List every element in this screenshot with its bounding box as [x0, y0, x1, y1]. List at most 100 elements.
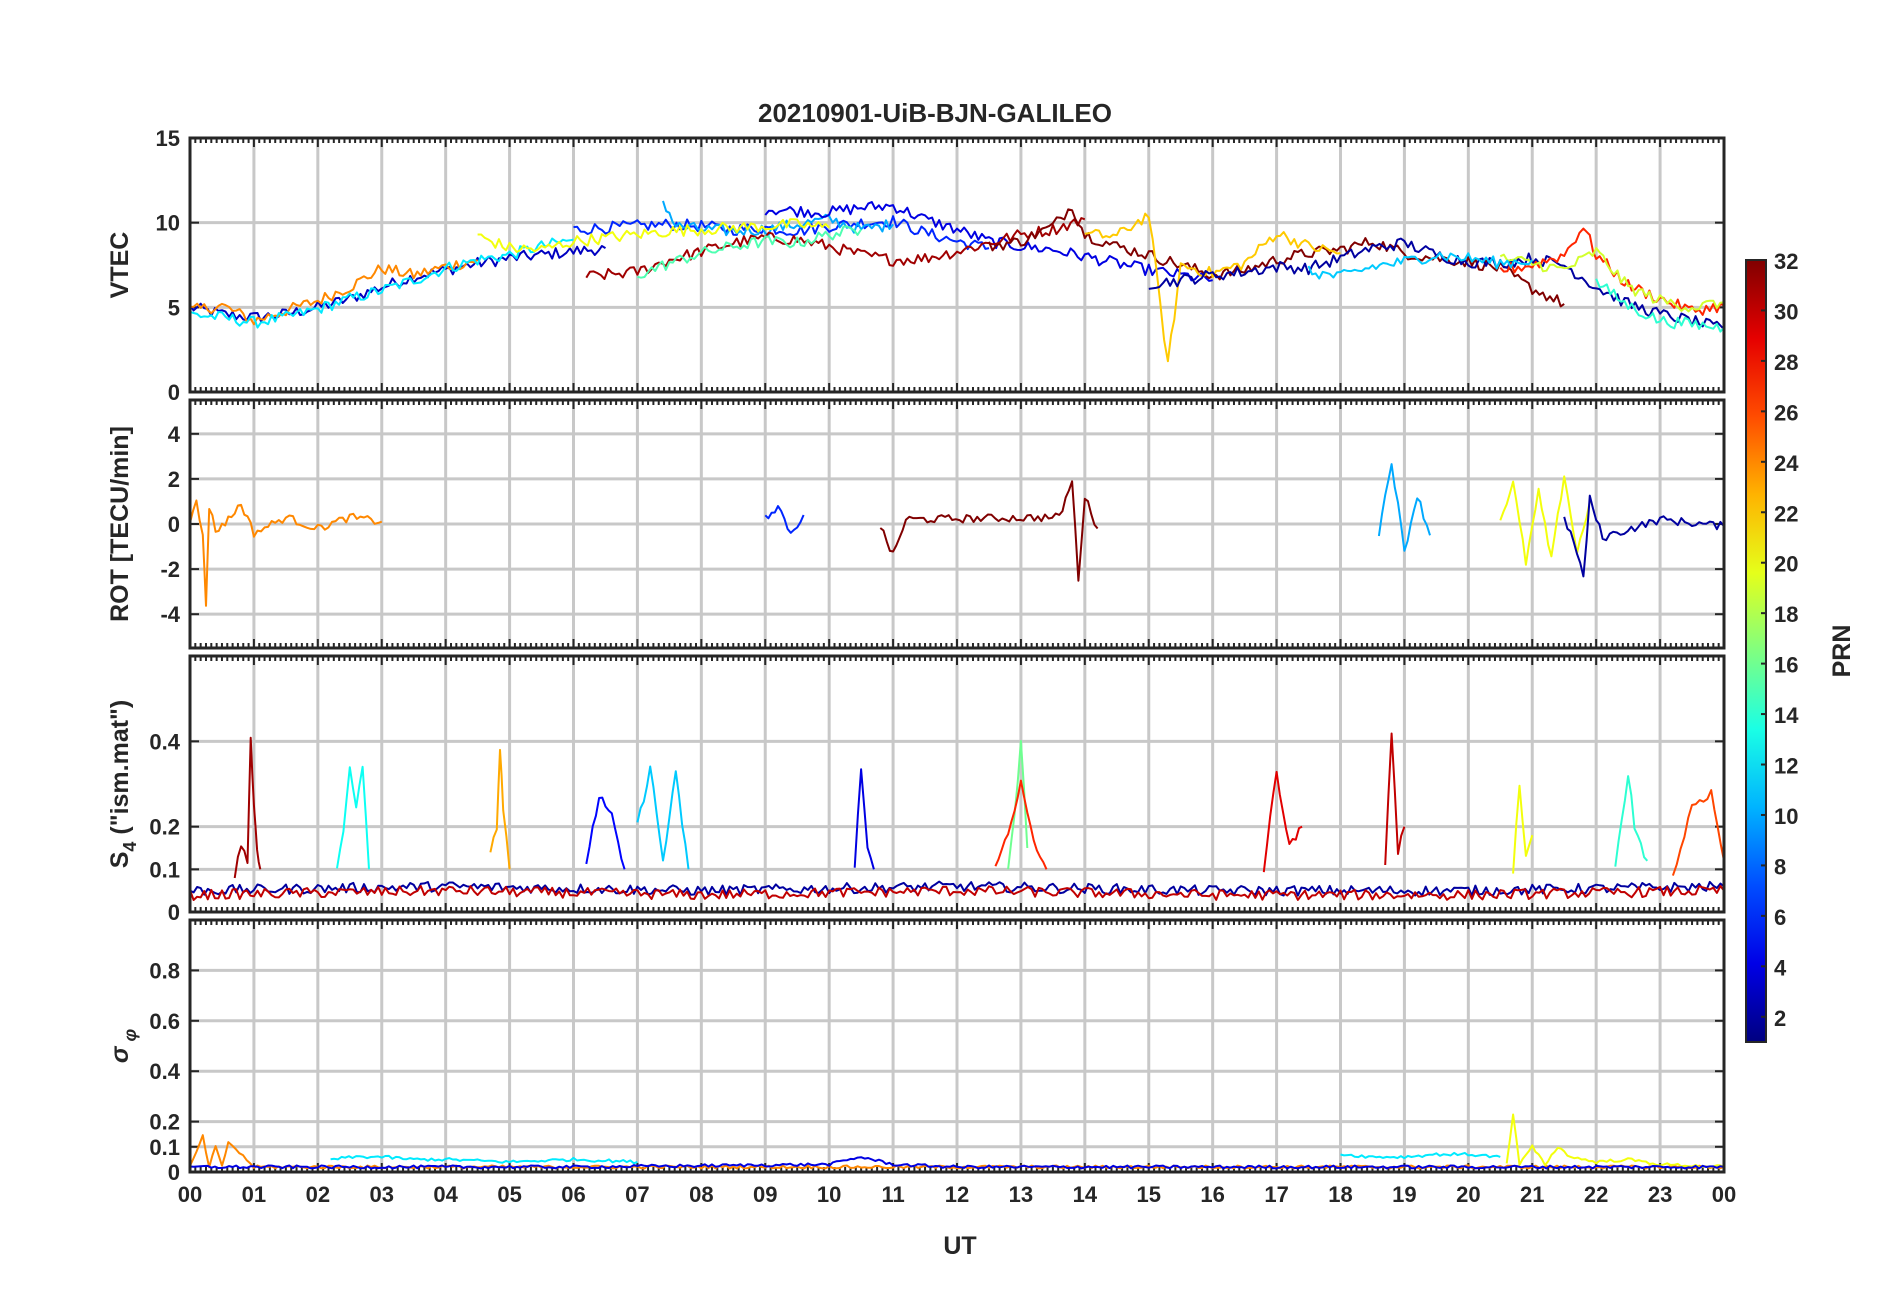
colorbar-tick-label: 2: [1774, 1006, 1786, 1031]
x-tick-label: 03: [370, 1182, 394, 1207]
colorbar-tick-label: 28: [1774, 350, 1798, 375]
series-prn-11: [1307, 251, 1534, 280]
series-prn-29: [1262, 770, 1303, 873]
series-prn-12: [1340, 1151, 1501, 1160]
series-prn-4: [764, 201, 1213, 282]
panel-frame: [188, 136, 1726, 394]
colorbar-tick-label: 16: [1774, 653, 1798, 678]
series-prn-4: [853, 768, 875, 870]
colorbar-tick-label: 14: [1774, 703, 1799, 728]
y-tick-label: 0.4: [149, 729, 180, 754]
series-prn-27: [994, 779, 1048, 870]
x-tick-label: 08: [689, 1182, 713, 1207]
series-prn-11: [636, 765, 690, 870]
panel-rot: -4 -2 0 2 4 ROT [TECU/min]: [106, 398, 1726, 650]
x-tick-label: 16: [1200, 1182, 1224, 1207]
series-prn-20: [1505, 1113, 1724, 1169]
y-tick-label: 15: [156, 126, 180, 151]
x-tick-label: 01: [242, 1182, 266, 1207]
series-group: [190, 1113, 1724, 1170]
x-tick-label: 06: [561, 1182, 585, 1207]
panel-s4: 0 0.1 0.2 0.4 S4 ("ism.mat"): [106, 654, 1726, 925]
x-tick-label: 14: [1073, 1182, 1098, 1207]
y-tick-label: 0.6: [149, 1009, 180, 1034]
series-prn-20: [1499, 475, 1591, 566]
y-tick-label: -4: [160, 602, 180, 627]
chart-title: 20210901-UiB-BJN-GALILEO: [758, 98, 1112, 128]
x-tick-label: 00: [1712, 1182, 1736, 1207]
series-prn-20: [477, 218, 830, 253]
series-prn-30: [190, 885, 1724, 901]
y-tick-label: 0.4: [149, 1059, 180, 1084]
y-axis-label: VTEC: [106, 232, 134, 299]
colorbar-tick-label: 22: [1774, 501, 1798, 526]
colorbar-tick-label: 24: [1774, 451, 1799, 476]
x-tick-label: 02: [306, 1182, 330, 1207]
colorbar-tick-label: 12: [1774, 754, 1798, 779]
colorbar-tick-label: 6: [1774, 905, 1786, 930]
x-tick-label: 00: [178, 1182, 202, 1207]
y-tick-label: 0.1: [149, 1135, 180, 1160]
y-tick-label: 2: [168, 467, 180, 492]
series-prn-12: [330, 1154, 638, 1165]
x-tick-label: 07: [625, 1182, 649, 1207]
y-tick-label: 0.8: [149, 958, 180, 983]
x-axis-label: UT: [943, 1232, 976, 1260]
series-prn-16: [1007, 740, 1029, 870]
y-axis-label: S4 ("ism.mat"): [106, 700, 140, 869]
colorbar-tick-label: 30: [1774, 299, 1798, 324]
y-axis-label: ROT [TECU/min]: [106, 426, 134, 622]
panel-frame: [188, 918, 1726, 1174]
x-tick-label: 19: [1392, 1182, 1416, 1207]
y-axis-label: σ φ: [106, 1029, 140, 1064]
series-group: [190, 732, 1724, 901]
colorbar-tick-label: 8: [1774, 854, 1786, 879]
series-prn-22: [1084, 212, 1341, 363]
colorbar-label: PRN: [1828, 625, 1856, 678]
y-tick-label: 0.2: [149, 1110, 180, 1135]
series-prn-14: [1614, 775, 1649, 867]
series-prn-31: [585, 217, 1086, 280]
y-tick-label: -2: [160, 557, 180, 582]
x-tick-label: 10: [817, 1182, 841, 1207]
x-tick-label: 05: [497, 1182, 521, 1207]
y-tick-label: 4: [168, 422, 181, 447]
series-prn-6: [764, 505, 805, 534]
series-prn-4: [190, 1156, 1724, 1170]
series-prn-12: [190, 237, 574, 329]
y-tick-label: 5: [168, 295, 180, 320]
series-prn-14: [1595, 278, 1724, 333]
colorbar-tick-label: 18: [1774, 602, 1798, 627]
series-prn-5: [585, 796, 626, 870]
series-prn-2: [190, 880, 1724, 897]
y-tick-label: 0.1: [149, 857, 180, 882]
x-tick-label: 04: [433, 1182, 458, 1207]
series-prn-10: [1377, 463, 1431, 552]
series-prn-19: [1499, 247, 1724, 313]
x-tick-label: 23: [1648, 1182, 1672, 1207]
series-group: [190, 200, 1724, 363]
x-tick-label: 09: [753, 1182, 777, 1207]
colorbar-tick-label: 20: [1774, 552, 1798, 577]
series-prn-15: [637, 225, 862, 279]
series-prn-23: [489, 748, 511, 870]
panel-sigma_phi: 00.10.2 0.4 0.6 0.8 σ φ: [106, 918, 1726, 1185]
series-prn-31: [233, 736, 262, 879]
colorbar-gradient: [1745, 259, 1767, 1043]
series-prn-13: [336, 765, 370, 870]
series-prn-26: [1671, 789, 1724, 876]
x-tick-label: 11: [881, 1182, 904, 1207]
y-tick-label: 0: [168, 380, 180, 405]
series-prn-20: [1512, 784, 1534, 874]
x-tick-label: 12: [945, 1182, 969, 1207]
colorbar-tick-label: 32: [1774, 249, 1798, 274]
y-tick-label: 0: [168, 1160, 180, 1185]
x-tick-label: 21: [1520, 1182, 1544, 1207]
x-tick-label: 13: [1009, 1182, 1033, 1207]
panel-vtec: 0 5 10 15 VTEC: [106, 126, 1726, 405]
x-tick-label: 17: [1264, 1182, 1288, 1207]
series-prn-6: [573, 215, 990, 251]
x-tick-label: 22: [1584, 1182, 1608, 1207]
colorbar-tick-label: 10: [1774, 804, 1798, 829]
